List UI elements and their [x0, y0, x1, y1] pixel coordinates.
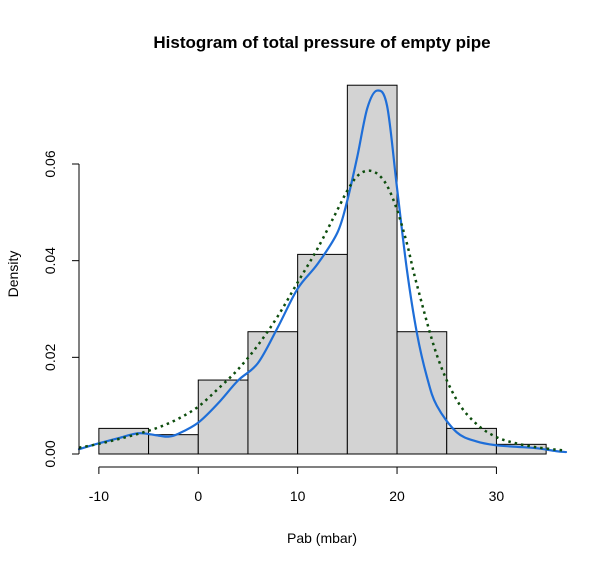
- x-axis: -10 0 10 20 30: [89, 466, 505, 504]
- x-tick-label: -10: [89, 488, 109, 504]
- histogram-bar-3: [247, 331, 299, 455]
- histogram-bar-6: [396, 331, 448, 455]
- histogram-bar-7: [446, 427, 497, 455]
- histogram-bar-4: [297, 253, 348, 455]
- x-axis-label: Pab (mbar): [287, 530, 357, 546]
- y-tick-label: 0.02: [42, 343, 58, 370]
- x-tick-label: 20: [389, 488, 405, 504]
- y-tick-label: 0.06: [42, 150, 58, 177]
- y-tick-label: 0.00: [42, 440, 58, 467]
- histogram-bars: [98, 84, 547, 455]
- x-tick-label: 30: [489, 488, 505, 504]
- y-axis-label: Density: [5, 251, 21, 298]
- x-tick-label: 10: [290, 488, 306, 504]
- histogram-bar-5: [346, 84, 398, 455]
- solid-density-curve: [77, 89, 568, 454]
- x-tick-label: 0: [194, 488, 202, 504]
- chart-title: Histogram of total pressure of empty pip…: [153, 33, 490, 52]
- histogram-bar-2: [197, 379, 249, 455]
- histogram-bar-1: [148, 434, 199, 455]
- y-tick-label: 0.04: [42, 247, 58, 274]
- y-axis: 0.00 0.02 0.04 0.06: [42, 150, 80, 468]
- density-curves: [77, 89, 568, 454]
